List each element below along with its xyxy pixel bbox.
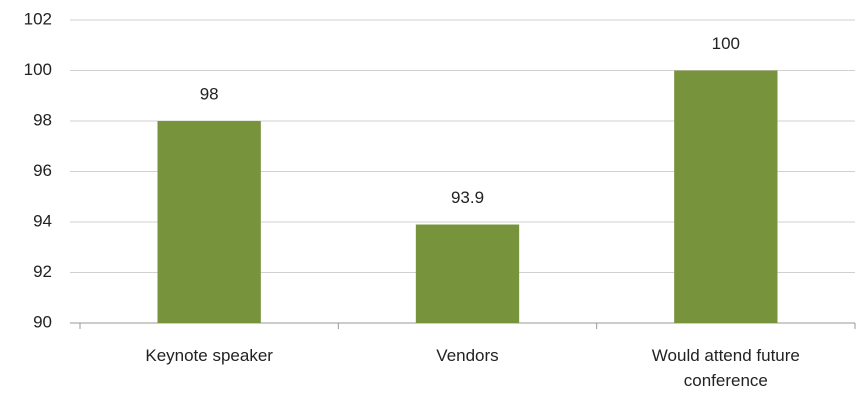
x-tick-label: Would attend future conference xyxy=(651,346,800,390)
y-tick-label: 94 xyxy=(33,211,52,230)
y-tick-label: 102 xyxy=(24,9,52,28)
x-tick-label: Vendors xyxy=(436,346,499,365)
y-tick-label: 98 xyxy=(33,110,52,129)
bar xyxy=(674,70,778,323)
y-tick-label: 90 xyxy=(33,312,52,331)
y-tick-label: 96 xyxy=(33,161,52,180)
data-label: 100 xyxy=(712,34,740,53)
y-tick-label: 100 xyxy=(24,60,52,79)
data-label: 93.9 xyxy=(451,188,484,207)
bar xyxy=(415,224,520,323)
x-tick-label: Keynote speaker xyxy=(145,346,273,365)
y-tick-label: 92 xyxy=(33,262,52,281)
bar xyxy=(157,121,261,323)
data-label: 98 xyxy=(200,84,219,103)
